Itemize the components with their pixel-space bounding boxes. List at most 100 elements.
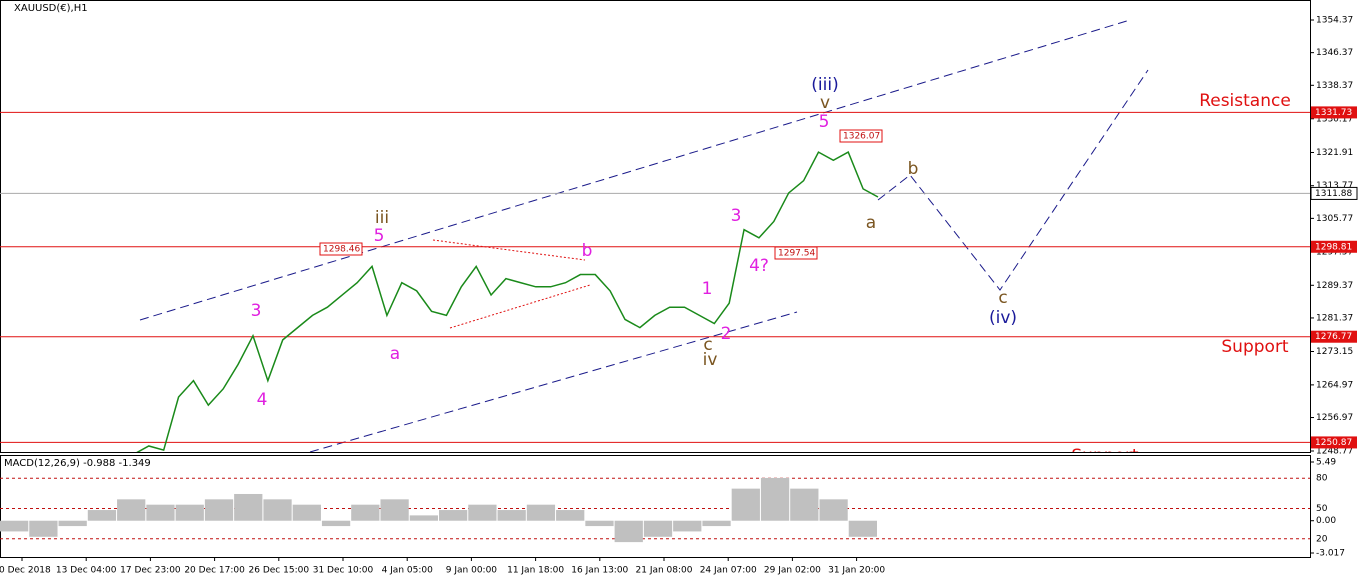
x-tick-label: 26 Dec 15:00 (249, 566, 310, 576)
macd-bar (468, 504, 497, 521)
y-tick-label: 1289.37 (1316, 281, 1353, 291)
macd-tick-label: 0.00 (1316, 516, 1336, 526)
y-tick-label: 1321.91 (1316, 148, 1353, 158)
macd-bar (673, 520, 702, 532)
y-tick-label: 1354.37 (1316, 16, 1353, 26)
wave-label: 4 (257, 390, 268, 410)
projection (877, 69, 1149, 291)
macd-bar (497, 510, 526, 521)
price-label-box (839, 129, 883, 143)
price-line (136, 151, 879, 452)
level-box (1311, 330, 1357, 343)
x-tick-label: 11 Jan 18:00 (507, 566, 564, 576)
macd-bar (526, 504, 556, 521)
triangle-upper (432, 239, 586, 261)
level-label: 1331.73 (1315, 108, 1352, 118)
level-label: 1250.87 (1315, 438, 1352, 448)
macd-bar (819, 499, 848, 521)
level-box (1311, 240, 1357, 253)
y-tick-label: 1346.37 (1316, 48, 1353, 58)
macd-bar (760, 477, 790, 521)
level-box (1311, 436, 1357, 449)
wave-label: b (582, 241, 593, 261)
wave-label: 3 (731, 206, 742, 226)
x-tick-label: 17 Dec 23:00 (120, 566, 181, 576)
macd-bar (409, 515, 438, 521)
level-label: 1298.81 (1315, 242, 1352, 252)
x-tick-label: 9 Jan 00:00 (446, 566, 498, 576)
stoch-level-label: 80 (1316, 474, 1328, 484)
x-tick-label: 21 Jan 08:00 (636, 566, 693, 576)
level-label: 1276.77 (1315, 332, 1352, 342)
wave-label: (iii) (811, 75, 838, 95)
wave-label: a (866, 213, 876, 233)
channel-upper (139, 19, 1131, 321)
macd-bar (790, 488, 819, 521)
x-tick-label: 20 Dec 17:00 (184, 566, 245, 576)
wave-label: a (390, 344, 400, 364)
macd-bar (321, 520, 351, 527)
macd-bar (263, 499, 292, 521)
x-tick-label: 31 Dec 10:00 (313, 566, 374, 576)
current-price-label: 1311.88 (1315, 189, 1352, 199)
wave-label: 4? (749, 256, 769, 276)
price-label: 1326.07 (843, 132, 880, 142)
macd-bar (175, 504, 204, 521)
wave-label: c (998, 288, 1007, 308)
wave-label: (iv) (989, 308, 1017, 328)
macd-tick-label: -3.017 (1316, 549, 1345, 559)
y-tick-label: 1313.77 (1316, 181, 1353, 191)
wave-label: 2 (721, 324, 732, 344)
wave-label: b (908, 159, 919, 179)
macd-bar (234, 493, 263, 521)
wave-label: 3 (251, 301, 262, 321)
macd-bar (351, 504, 380, 521)
stoch-level-label: 50 (1316, 504, 1328, 514)
macd-bar (585, 520, 614, 527)
wave-label: v (820, 93, 830, 113)
macd-bar (204, 499, 234, 521)
macd-bar (731, 488, 760, 521)
macd-bar (58, 520, 87, 527)
macd-bar (556, 510, 585, 521)
wave-label: 5 (819, 112, 830, 132)
macd-bar (29, 520, 58, 537)
wave-label: 5 (374, 226, 385, 246)
macd-bar (0, 520, 29, 532)
main-panel (0, 0, 1311, 453)
price-label-box (774, 246, 818, 260)
macd-bar (87, 510, 117, 521)
macd-layer (0, 477, 1310, 543)
x-tick-label: 29 Jan 02:00 (764, 566, 821, 576)
macd-bar (848, 520, 877, 537)
macd-bar (380, 499, 409, 521)
wave-label: Support (1221, 337, 1289, 357)
level-box (1311, 106, 1357, 119)
wave-label: Resistance (1199, 91, 1291, 111)
y-tick-label: 1305.77 (1316, 214, 1353, 224)
triangle-lower (449, 284, 591, 329)
main-layer: 1298.46 1297.541326.07iii534abciv1234?5v(… (0, 75, 1310, 452)
macd-bar (146, 504, 175, 521)
y-tick-label: 1248.77 (1316, 447, 1353, 457)
wave-label: iii (375, 208, 389, 228)
x-tick-label: 13 Dec 04:00 (56, 566, 117, 576)
macd-bar (643, 520, 673, 537)
x-tick-label: 31 Jan 20:00 (828, 566, 885, 576)
wave-label: 1 (702, 279, 713, 299)
wave-label: c (703, 335, 712, 355)
macd-bar (702, 520, 731, 527)
drawings (139, 19, 1149, 452)
macd-title: MACD(12,26,9) -0.988 -1.349 (4, 458, 151, 469)
y-tick-label: 1338.37 (1316, 81, 1353, 91)
macd-bar (117, 499, 146, 521)
x-tick-label: 16 Jan 13:00 (571, 566, 628, 576)
stoch-level-label: 20 (1316, 534, 1328, 544)
y-tick-label: 1281.37 (1316, 313, 1353, 323)
price-label: 1297.54 (778, 249, 815, 259)
y-tick-label: 1330.17 (1316, 114, 1353, 124)
x-tick-label: 24 Jan 07:00 (700, 566, 757, 576)
current-price-box (1310, 186, 1358, 200)
